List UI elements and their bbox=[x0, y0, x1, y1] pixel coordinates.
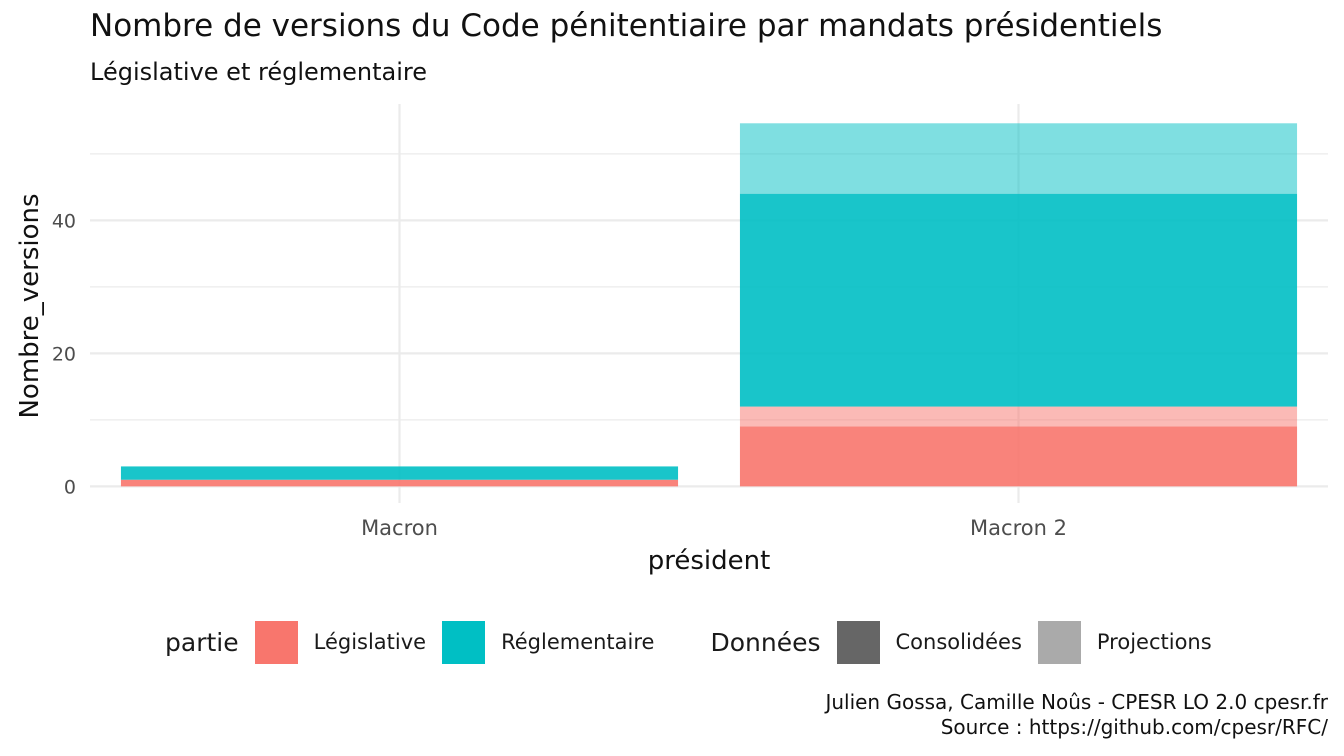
legend-label-reglementaire: Réglementaire bbox=[501, 630, 655, 654]
y-tick-labels: 0 20 40 bbox=[52, 210, 76, 498]
caption-source: Source : https://github.com/cpesr/RFC/ bbox=[940, 715, 1328, 739]
bar-segment bbox=[120, 479, 679, 487]
x-tick-label: Macron bbox=[361, 516, 438, 540]
legend-title-partie: partie bbox=[165, 627, 239, 657]
legend-key-consolidees bbox=[836, 620, 880, 664]
bar-segment bbox=[739, 426, 1298, 487]
bar-segment bbox=[739, 123, 1298, 194]
chart-title: Nombre de versions du Code pénitentiaire… bbox=[90, 8, 1163, 44]
legend-key-reglementaire bbox=[442, 620, 486, 664]
x-axis-label: président bbox=[648, 546, 771, 576]
y-tick-label: 20 bbox=[52, 343, 76, 365]
y-tick-label: 40 bbox=[52, 210, 76, 232]
bar-segment bbox=[120, 466, 679, 480]
bar-segment bbox=[739, 406, 1298, 427]
x-tick-labels: Macron Macron 2 bbox=[361, 516, 1067, 540]
caption: Julien Gossa, Camille Noûs - CPESR LO 2.… bbox=[825, 690, 1328, 740]
legend-label-legislative: Législative bbox=[313, 630, 427, 654]
legend-label-projections: Projections bbox=[1096, 630, 1212, 654]
bar-layer bbox=[120, 123, 1298, 487]
legend: partie Législative Réglementaire Données… bbox=[165, 620, 1228, 664]
bar-segment bbox=[739, 193, 1298, 407]
y-axis-label: Nombre_versions bbox=[15, 193, 45, 418]
legend-label-consolidees: Consolidées bbox=[895, 630, 1022, 654]
x-tick-label: Macron 2 bbox=[970, 516, 1067, 540]
legend-key-legislative bbox=[254, 620, 298, 664]
legend-title-donnees: Données bbox=[710, 627, 821, 657]
chart-subtitle: Législative et réglementaire bbox=[90, 58, 427, 86]
y-tick-label: 0 bbox=[64, 476, 76, 498]
bar-chart: 0 20 40 Macron Macron 2 président Nombre_ve… bbox=[15, 104, 1328, 576]
caption-credit: Julien Gossa, Camille Noûs - CPESR LO 2.… bbox=[825, 690, 1328, 714]
legend-key-projections bbox=[1037, 620, 1081, 664]
